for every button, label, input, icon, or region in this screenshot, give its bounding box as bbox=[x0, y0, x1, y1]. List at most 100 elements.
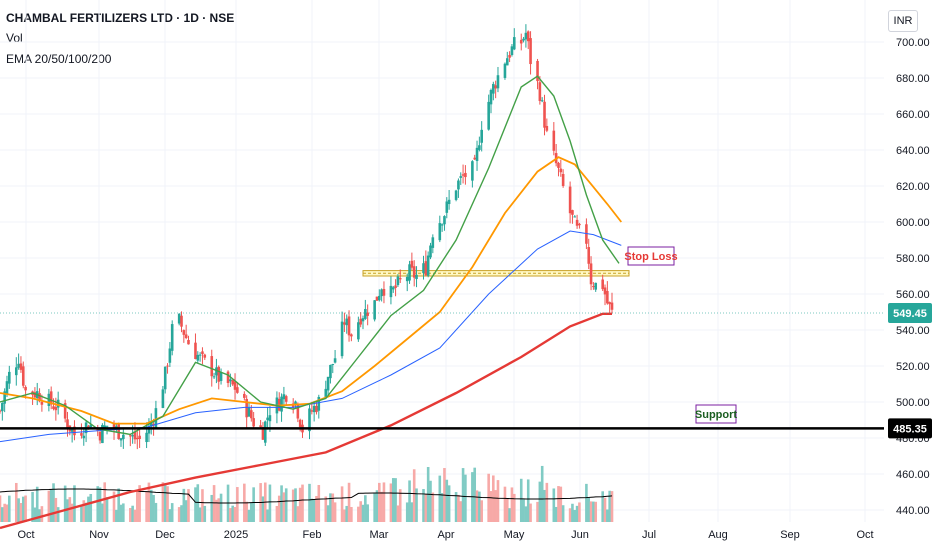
candle-body bbox=[396, 276, 400, 286]
volume-bar bbox=[589, 501, 593, 522]
volume-bar bbox=[21, 496, 25, 522]
volume-average bbox=[0, 488, 613, 504]
candle-body bbox=[119, 438, 123, 441]
volume-bar bbox=[373, 493, 376, 522]
candle-body bbox=[166, 365, 169, 367]
candle-body bbox=[454, 190, 458, 200]
candle-body bbox=[524, 32, 528, 40]
volume-bar bbox=[133, 509, 137, 522]
candle-body bbox=[40, 401, 44, 405]
candle-body bbox=[203, 354, 207, 358]
volume-bar bbox=[38, 509, 41, 522]
volume-bar bbox=[394, 478, 397, 522]
candle-body bbox=[212, 376, 216, 378]
stop-loss-label: Stop Loss bbox=[624, 251, 677, 263]
volume-bar bbox=[422, 489, 425, 522]
candle-body bbox=[56, 399, 60, 408]
candle-body bbox=[259, 425, 262, 427]
volume-bar bbox=[364, 495, 367, 522]
volume-bar bbox=[177, 507, 181, 522]
candle-body bbox=[508, 55, 511, 58]
stop-loss-zone bbox=[362, 270, 630, 277]
candle-body bbox=[168, 348, 172, 363]
volume-bar bbox=[610, 491, 614, 522]
candle-body bbox=[512, 37, 516, 50]
volume-bar bbox=[357, 506, 360, 522]
volume-bar bbox=[80, 506, 83, 522]
volume-bar bbox=[203, 505, 207, 522]
price-axis[interactable]: 440.00460.00480.00500.00520.00540.00560.… bbox=[896, 37, 930, 517]
candle-body bbox=[373, 300, 376, 320]
volume-bar bbox=[8, 495, 11, 522]
candle-body bbox=[82, 435, 86, 439]
annotations: Stop Loss Support 549.45 485.35 bbox=[624, 246, 932, 439]
volume-bar bbox=[545, 482, 549, 522]
x-tick-label: May bbox=[504, 529, 525, 541]
candle-body bbox=[526, 31, 530, 42]
volume-bar bbox=[391, 478, 395, 522]
candle-body bbox=[219, 372, 223, 381]
candle-body bbox=[149, 422, 153, 427]
candle-body bbox=[131, 435, 134, 437]
volume-bar bbox=[478, 491, 481, 522]
candle-body bbox=[133, 431, 137, 440]
volume-bar bbox=[117, 488, 120, 522]
candle-body bbox=[568, 186, 572, 214]
volume-bar bbox=[119, 504, 123, 522]
volume-bar bbox=[410, 502, 414, 522]
y-tick-label: 640.00 bbox=[896, 145, 930, 157]
candle-body bbox=[3, 391, 6, 404]
candle-body bbox=[391, 287, 395, 290]
candle-body bbox=[426, 255, 430, 276]
volume-bar bbox=[512, 493, 516, 522]
candle-body bbox=[52, 406, 55, 409]
candle-body bbox=[475, 147, 479, 162]
volume-bar bbox=[412, 469, 416, 522]
candle-body bbox=[559, 168, 563, 173]
candle-body bbox=[364, 308, 367, 319]
volume-bar bbox=[184, 500, 188, 522]
volume-bar bbox=[601, 491, 604, 522]
candle-body bbox=[438, 223, 442, 241]
volume-bar bbox=[0, 495, 2, 522]
candle-body bbox=[431, 237, 435, 248]
volume-bar bbox=[87, 496, 90, 522]
candle-body bbox=[70, 429, 74, 432]
x-tick-label: Sep bbox=[780, 529, 800, 541]
volume-bar bbox=[606, 509, 609, 522]
candle-body bbox=[340, 321, 344, 357]
volume-bar bbox=[145, 491, 148, 522]
candle-body bbox=[210, 356, 214, 377]
y-tick-label: 660.00 bbox=[896, 109, 930, 121]
volume-bar bbox=[536, 501, 539, 522]
candle-body bbox=[161, 389, 165, 408]
candle-body bbox=[236, 387, 239, 393]
y-tick-label: 440.00 bbox=[896, 505, 930, 517]
volume-bar bbox=[317, 484, 321, 522]
candle-body bbox=[529, 38, 532, 65]
candle-body bbox=[552, 130, 556, 151]
volume-bar bbox=[424, 494, 428, 522]
volume-bar bbox=[33, 507, 37, 522]
time-axis[interactable]: Oct Nov Dec 2025 Feb Mar Apr May Jun Jul Aug Sep Oct bbox=[17, 529, 873, 541]
support-label-box bbox=[695, 404, 737, 424]
volume-bar bbox=[503, 486, 507, 522]
currency-button[interactable]: INR bbox=[888, 10, 918, 32]
support-price-value: 485.35 bbox=[893, 423, 927, 435]
candle-body bbox=[129, 435, 132, 437]
ema-lines bbox=[0, 75, 623, 530]
candle-body bbox=[478, 145, 481, 150]
candle-body bbox=[296, 404, 300, 419]
candle-body bbox=[177, 313, 181, 324]
ema-legend[interactable]: EMA 20/50/100/200 bbox=[6, 52, 112, 66]
volume-bar bbox=[180, 505, 183, 522]
volume-bar bbox=[522, 499, 525, 522]
candle-body bbox=[261, 427, 265, 440]
volume-bar bbox=[529, 503, 532, 522]
candle-body bbox=[445, 201, 449, 213]
candle-body bbox=[266, 417, 269, 421]
volume-bar bbox=[101, 503, 104, 522]
volume-bar bbox=[35, 486, 39, 522]
volume-bar bbox=[161, 482, 165, 522]
